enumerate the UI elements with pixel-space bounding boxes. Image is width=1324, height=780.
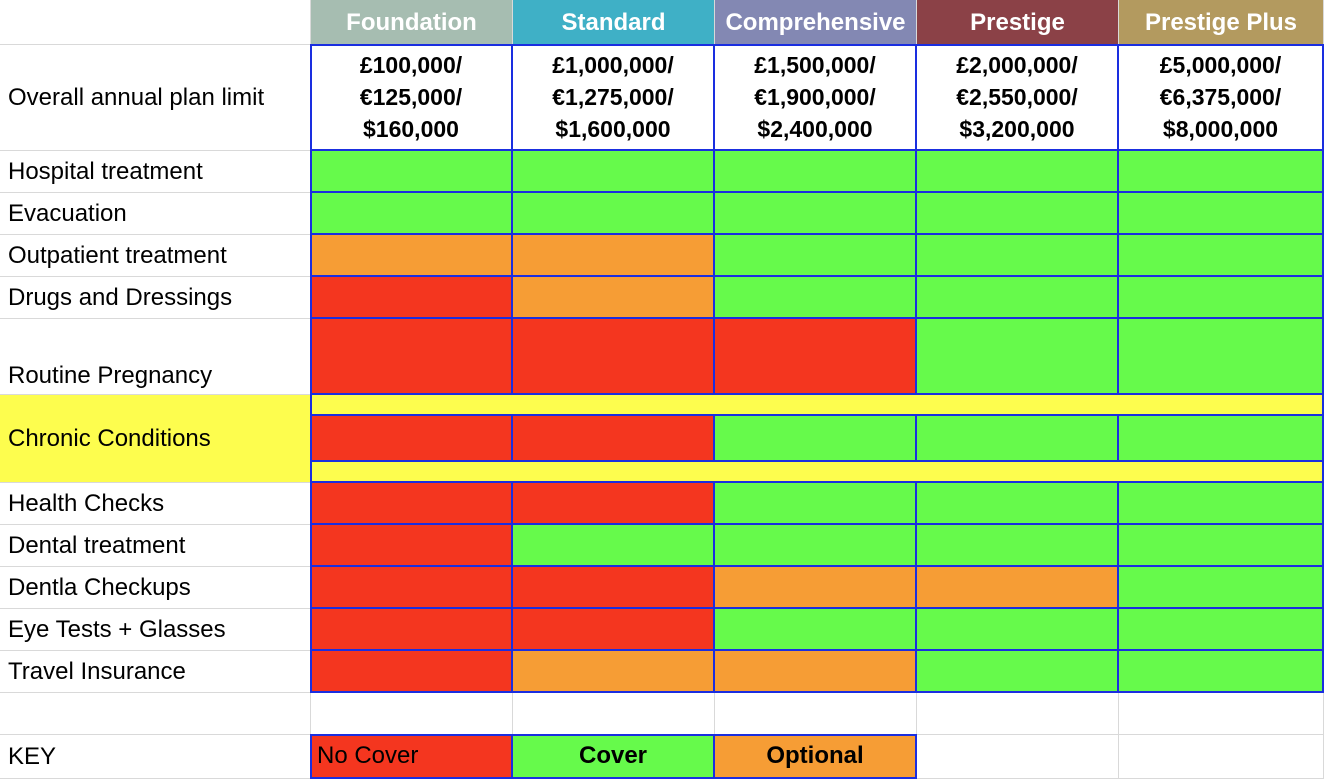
coverage-cell-cover[interactable]: [917, 483, 1119, 525]
row-label-dental-treatment[interactable]: Dental treatment: [0, 525, 311, 567]
empty-cell[interactable]: [715, 693, 917, 735]
coverage-cell-cover[interactable]: [715, 151, 917, 193]
coverage-cell-optional[interactable]: [513, 277, 715, 319]
row-label-drugs-and-dressings[interactable]: Drugs and Dressings: [0, 277, 311, 319]
coverage-cell-cover[interactable]: [917, 525, 1119, 567]
coverage-cell-cover[interactable]: [715, 609, 917, 651]
row-label-routine-pregnancy[interactable]: Routine Pregnancy: [0, 319, 311, 395]
row-label-health-checks[interactable]: Health Checks: [0, 483, 311, 525]
coverage-cell-cover[interactable]: [1119, 151, 1324, 193]
row-label-outpatient-treatment[interactable]: Outpatient treatment: [0, 235, 311, 277]
empty-cell[interactable]: [917, 735, 1119, 779]
row-label-dentla-checkups[interactable]: Dentla Checkups: [0, 567, 311, 609]
row-label-travel-insurance[interactable]: Travel Insurance: [0, 651, 311, 693]
empty-cell[interactable]: [311, 693, 513, 735]
coverage-cell-cover[interactable]: [1119, 416, 1324, 462]
coverage-cell-cover[interactable]: [715, 277, 917, 319]
coverage-cell-optional[interactable]: [513, 235, 715, 277]
coverage-cell-no-cover[interactable]: [513, 567, 715, 609]
coverage-cell-cover[interactable]: [715, 416, 917, 462]
coverage-cell-cover[interactable]: [1119, 651, 1324, 693]
plan-header-prestige[interactable]: Prestige: [917, 0, 1119, 45]
coverage-cell-cover[interactable]: [311, 193, 513, 235]
coverage-cell-cover[interactable]: [917, 193, 1119, 235]
key-optional[interactable]: Optional: [715, 735, 917, 779]
coverage-cell-cover[interactable]: [311, 151, 513, 193]
row-label-eye-tests-glasses[interactable]: Eye Tests + Glasses: [0, 609, 311, 651]
coverage-cell-optional[interactable]: [311, 235, 513, 277]
row-label-chronic-conditions[interactable]: Chronic Conditions: [0, 395, 311, 483]
coverage-cell-cover[interactable]: [1119, 277, 1324, 319]
coverage-cell-optional[interactable]: [715, 567, 917, 609]
empty-cell[interactable]: [917, 693, 1119, 735]
key-cover[interactable]: Cover: [513, 735, 715, 779]
coverage-cell-cover[interactable]: [715, 483, 917, 525]
coverage-cell-no-cover[interactable]: [513, 483, 715, 525]
coverage-cell-no-cover[interactable]: [311, 277, 513, 319]
coverage-cell-cover[interactable]: [715, 525, 917, 567]
coverage-cell-cover[interactable]: [917, 651, 1119, 693]
coverage-cell-no-cover[interactable]: [513, 319, 715, 395]
coverage-cell-cover[interactable]: [917, 416, 1119, 462]
coverage-cell-no-cover[interactable]: [311, 651, 513, 693]
coverage-cell-cover[interactable]: [917, 319, 1119, 395]
coverage-cell-no-cover[interactable]: [311, 567, 513, 609]
corner-cell[interactable]: [0, 0, 311, 45]
coverage-cell-cover[interactable]: [917, 609, 1119, 651]
coverage-cell-no-cover[interactable]: [513, 416, 715, 462]
row-label-overall-limit[interactable]: Overall annual plan limit: [0, 45, 311, 151]
key-label[interactable]: KEY: [0, 735, 311, 779]
coverage-cell-cover[interactable]: [917, 277, 1119, 319]
coverage-cell-no-cover[interactable]: [311, 416, 513, 462]
coverage-cell-optional[interactable]: [917, 567, 1119, 609]
coverage-cell-cover[interactable]: [917, 235, 1119, 277]
key-left-border: [310, 735, 312, 779]
coverage-cell-cover[interactable]: [1119, 319, 1324, 395]
plan-limit-cell[interactable]: £1,500,000/ €1,900,000/ $2,400,000: [715, 45, 917, 151]
empty-cell[interactable]: [0, 693, 311, 735]
plan-limit-cell[interactable]: £1,000,000/ €1,275,000/ $1,600,000: [513, 45, 715, 151]
coverage-cell-no-cover[interactable]: [311, 525, 513, 567]
plan-limit-cell[interactable]: £100,000/ €125,000/ $160,000: [311, 45, 513, 151]
highlight-band-bottom[interactable]: [311, 462, 1324, 483]
row-label-evacuation[interactable]: Evacuation: [0, 193, 311, 235]
coverage-cell-cover[interactable]: [715, 193, 917, 235]
coverage-cell-cover[interactable]: [513, 151, 715, 193]
coverage-cell-no-cover[interactable]: [311, 609, 513, 651]
coverage-cell-no-cover[interactable]: [311, 319, 513, 395]
coverage-cell-optional[interactable]: [715, 651, 917, 693]
plan-limit-cell[interactable]: £5,000,000/ €6,375,000/ $8,000,000: [1119, 45, 1324, 151]
coverage-cell-no-cover[interactable]: [715, 319, 917, 395]
row-label-hospital-treatment[interactable]: Hospital treatment: [0, 151, 311, 193]
coverage-cell-cover[interactable]: [1119, 235, 1324, 277]
coverage-cell-cover[interactable]: [1119, 609, 1324, 651]
key-no-cover[interactable]: No Cover: [311, 735, 513, 779]
coverage-cell-no-cover[interactable]: [311, 483, 513, 525]
grid-left-border: [310, 45, 312, 693]
coverage-cell-cover[interactable]: [1119, 483, 1324, 525]
plan-header-prestige-plus[interactable]: Prestige Plus: [1119, 0, 1324, 45]
coverage-cell-optional[interactable]: [513, 651, 715, 693]
plan-header-comprehensive[interactable]: Comprehensive: [715, 0, 917, 45]
coverage-cell-cover[interactable]: [1119, 193, 1324, 235]
empty-cell[interactable]: [1119, 735, 1324, 779]
highlight-band-top[interactable]: [311, 395, 1324, 416]
coverage-cell-cover[interactable]: [1119, 567, 1324, 609]
coverage-cell-no-cover[interactable]: [513, 609, 715, 651]
plan-header-foundation[interactable]: Foundation: [311, 0, 513, 45]
coverage-cell-cover[interactable]: [917, 151, 1119, 193]
empty-cell[interactable]: [513, 693, 715, 735]
coverage-cell-cover[interactable]: [513, 193, 715, 235]
key-top-border: [310, 734, 917, 736]
plan-limit-cell[interactable]: £2,000,000/ €2,550,000/ $3,200,000: [917, 45, 1119, 151]
coverage-cell-cover[interactable]: [513, 525, 715, 567]
grid-top-border: [310, 44, 1324, 46]
coverage-cell-cover[interactable]: [715, 235, 917, 277]
coverage-cell-cover[interactable]: [1119, 525, 1324, 567]
empty-cell[interactable]: [1119, 693, 1324, 735]
plan-header-standard[interactable]: Standard: [513, 0, 715, 45]
